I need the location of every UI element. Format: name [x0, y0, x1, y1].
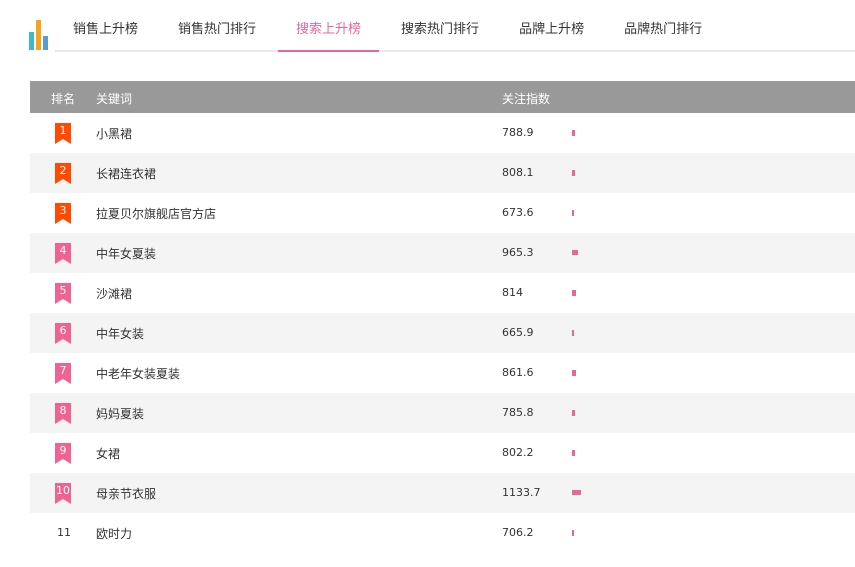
tab-5[interactable]: 品牌热门排行 — [624, 22, 703, 37]
index-bar — [572, 130, 575, 136]
table-row[interactable]: 8 妈妈夏装 785.8 — [30, 393, 855, 433]
tab-2[interactable]: 搜索上升榜 — [278, 12, 380, 52]
keyword-link[interactable]: 母亲节衣服 — [96, 487, 157, 501]
keyword-link[interactable]: 沙滩裙 — [96, 287, 133, 301]
index-value: 665.9 — [502, 326, 534, 339]
rank-badge: 4 — [55, 243, 71, 259]
table-row[interactable]: 11 欧时力 706.2 — [30, 513, 855, 553]
keyword-link[interactable]: 女裙 — [96, 447, 121, 461]
index-bar — [572, 330, 574, 336]
keyword-link[interactable]: 中老年女装夏装 — [96, 367, 181, 381]
tab-0[interactable]: 销售上升榜 — [73, 22, 139, 37]
ribbon-tail-icon — [55, 379, 71, 384]
rank-badge: 2 — [55, 163, 71, 179]
table-row[interactable]: 1 小黑裙 788.9 — [30, 113, 855, 153]
index-bar — [572, 490, 581, 495]
tab-4[interactable]: 品牌上升榜 — [519, 22, 585, 37]
table-row[interactable]: 7 中老年女装夏装 861.6 — [30, 353, 855, 393]
tab-bar: 销售上升榜 销售热门排行 搜索上升榜 搜索热门排行 品牌上升榜 品牌热门排行 — [55, 12, 855, 52]
rank-badge: 3 — [55, 203, 71, 219]
keyword-link[interactable]: 中年女夏装 — [96, 247, 157, 261]
keyword-link[interactable]: 小黑裙 — [96, 127, 133, 141]
index-value: 1133.7 — [502, 486, 541, 499]
index-value: 808.1 — [502, 166, 534, 179]
index-bar — [572, 250, 578, 255]
rank-badge: 7 — [55, 363, 71, 379]
tab-1[interactable]: 销售热门排行 — [178, 22, 257, 37]
ribbon-tail-icon — [55, 499, 71, 504]
ribbon-tail-icon — [55, 419, 71, 424]
header-keyword: 关键词 — [96, 92, 133, 106]
rank-badge: 5 — [55, 283, 71, 299]
index-bar — [572, 410, 575, 416]
rank-badge: 9 — [55, 443, 71, 459]
ribbon-tail-icon — [55, 339, 71, 344]
index-bar — [572, 450, 575, 456]
table-row[interactable]: 3 拉夏贝尔旗舰店官方店 673.6 — [30, 193, 855, 233]
index-value: 785.8 — [502, 406, 534, 419]
rank-number: 11 — [57, 526, 71, 539]
ribbon-tail-icon — [55, 139, 71, 144]
keyword-link[interactable]: 妈妈夏装 — [96, 407, 145, 421]
keyword-link[interactable]: 欧时力 — [96, 527, 133, 541]
index-bar — [572, 290, 576, 296]
chart-logo-icon — [29, 20, 51, 50]
index-bar — [572, 210, 574, 216]
ribbon-tail-icon — [55, 259, 71, 264]
index-value: 673.6 — [502, 206, 534, 219]
table-row[interactable]: 2 长裙连衣裙 808.1 — [30, 153, 855, 193]
index-value: 788.9 — [502, 126, 534, 139]
index-bar — [572, 530, 574, 536]
table-header: 排名 关键词 关注指数 — [30, 81, 855, 113]
index-bar — [572, 170, 575, 176]
index-value: 861.6 — [502, 366, 534, 379]
header-rank: 排名 — [51, 92, 76, 106]
keyword-link[interactable]: 中年女装 — [96, 327, 145, 341]
tab-3[interactable]: 搜索热门排行 — [401, 22, 480, 37]
table-row[interactable]: 6 中年女装 665.9 — [30, 313, 855, 353]
ranking-table: 排名 关键词 关注指数 1 小黑裙 788.9 2 长裙连衣裙 808.1 3 拉夏贝尔旗舰店… — [30, 81, 855, 553]
rank-badge: 10 — [55, 483, 71, 499]
index-value: 965.3 — [502, 246, 534, 259]
ribbon-tail-icon — [55, 219, 71, 224]
index-value: 814 — [502, 286, 523, 299]
index-value: 706.2 — [502, 526, 534, 539]
ribbon-tail-icon — [55, 299, 71, 304]
rank-badge: 6 — [55, 323, 71, 339]
ribbon-tail-icon — [55, 459, 71, 464]
rank-badge: 8 — [55, 403, 71, 419]
index-bar — [572, 370, 576, 376]
index-value: 802.2 — [502, 446, 534, 459]
rank-badge: 1 — [55, 123, 71, 139]
keyword-link[interactable]: 拉夏贝尔旗舰店官方店 — [96, 207, 217, 221]
table-row[interactable]: 5 沙滩裙 814 — [30, 273, 855, 313]
keyword-link[interactable]: 长裙连衣裙 — [96, 167, 157, 181]
table-row[interactable]: 4 中年女夏装 965.3 — [30, 233, 855, 273]
table-row[interactable]: 9 女裙 802.2 — [30, 433, 855, 473]
header-index: 关注指数 — [502, 92, 551, 106]
table-row[interactable]: 10 母亲节衣服 1133.7 — [30, 473, 855, 513]
ribbon-tail-icon — [55, 179, 71, 184]
